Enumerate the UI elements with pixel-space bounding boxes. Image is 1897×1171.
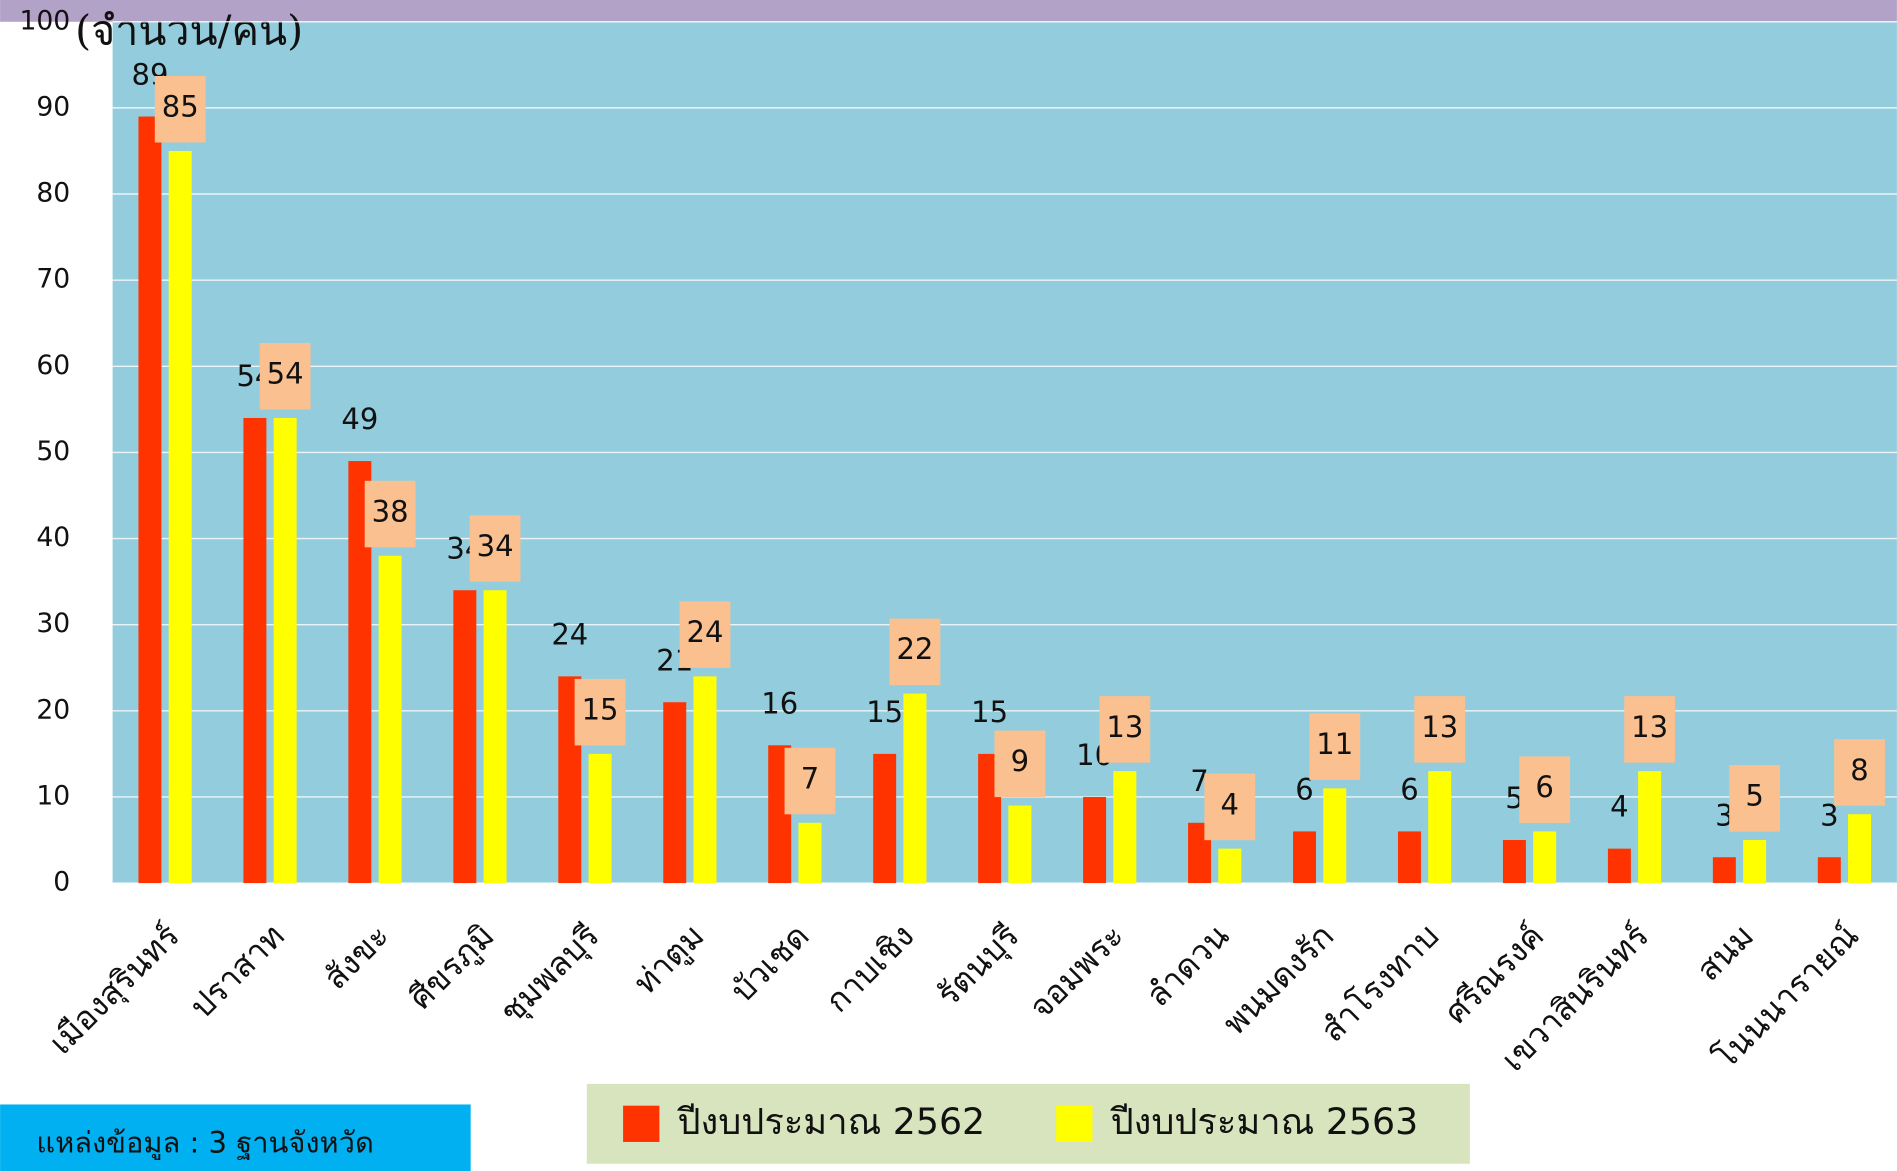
value-label: 5 [1505, 781, 1523, 815]
y-tick-label: 70 [36, 264, 70, 295]
value-label: 3 [1715, 798, 1733, 832]
bar [873, 753, 897, 884]
bar [1533, 831, 1557, 884]
bar [1817, 857, 1841, 884]
bar [1008, 805, 1032, 884]
value-label-box [1099, 696, 1151, 763]
value-label-box [679, 601, 731, 668]
value-label-box [784, 747, 836, 815]
value-label: 15 [971, 695, 1008, 729]
bar [1848, 814, 1872, 884]
value-label: 54 [267, 357, 304, 391]
bar [1502, 840, 1526, 884]
bar [1083, 796, 1107, 884]
value-label-box [889, 618, 941, 686]
y-axis-label: (จำนวน/คน) [75, 6, 303, 54]
value-label: 5 [1745, 779, 1763, 813]
value-label: 4 [1610, 790, 1628, 824]
value-label: 13 [1421, 710, 1458, 744]
value-label-box [1624, 696, 1676, 763]
y-tick-label: 80 [36, 178, 70, 209]
bar [903, 693, 927, 884]
legend-swatch [623, 1105, 660, 1142]
value-label: 85 [162, 90, 199, 124]
y-tick-label: 10 [36, 780, 70, 811]
value-label-box [1834, 739, 1885, 806]
bar [243, 417, 267, 884]
value-label-box [994, 730, 1046, 798]
value-label: 7 [1190, 764, 1208, 798]
y-tick-label: 0 [53, 867, 70, 898]
y-tick-label: 90 [36, 91, 70, 122]
value-label-box [1204, 773, 1256, 841]
bar [378, 555, 402, 884]
bar [1712, 857, 1736, 884]
bar [1638, 771, 1662, 884]
value-label: 6 [1295, 772, 1313, 806]
value-label-box [469, 515, 521, 582]
bar [1218, 848, 1242, 884]
legend-swatch [1056, 1105, 1093, 1142]
value-label: 6 [1400, 772, 1418, 806]
bar [1428, 771, 1452, 884]
legend-label: ปีงบประมาณ 2563 [1110, 1100, 1418, 1143]
value-label: 8 [1850, 753, 1868, 787]
y-tick-label: 30 [36, 608, 70, 639]
value-label-box [259, 342, 311, 410]
value-label: 3 [1820, 798, 1838, 832]
bar [1743, 840, 1767, 884]
y-tick-label: 100 [19, 5, 70, 36]
legend-label: ปีงบประมาณ 2562 [677, 1100, 985, 1143]
value-label: 7 [801, 761, 819, 795]
value-label: 13 [1631, 710, 1668, 744]
source-box [0, 1104, 471, 1171]
value-label: 24 [687, 615, 724, 649]
bar [798, 822, 822, 884]
value-label-box [364, 480, 416, 548]
value-label: 34 [477, 529, 514, 563]
y-tick-label: 20 [36, 694, 70, 725]
bar [1113, 771, 1137, 884]
top-band [0, 0, 1897, 22]
bar [588, 753, 612, 884]
value-label-box [1729, 765, 1780, 832]
bar [348, 461, 372, 884]
value-label: 6 [1535, 770, 1553, 804]
value-label: 11 [1316, 727, 1353, 761]
value-label: 9 [1011, 744, 1029, 778]
value-label: 4 [1221, 787, 1239, 821]
bar [453, 590, 477, 884]
value-label: 13 [1106, 710, 1143, 744]
value-label: 22 [896, 632, 933, 666]
bar [1397, 831, 1421, 884]
bar [483, 590, 507, 884]
value-label: 15 [582, 693, 619, 727]
value-label: 38 [372, 494, 409, 528]
source-text: แหล่งข้อมูล : 3 ฐานจังหวัด [36, 1125, 373, 1160]
value-label: 15 [866, 695, 903, 729]
y-tick-label: 50 [36, 436, 70, 467]
bar [168, 150, 192, 884]
legend-box [586, 1083, 1470, 1164]
value-label-box [1309, 713, 1361, 780]
bar [273, 417, 297, 884]
value-label: 16 [761, 686, 798, 720]
value-label: 49 [341, 402, 378, 436]
bar [1607, 848, 1631, 884]
bar [1323, 788, 1347, 884]
value-label-box [154, 75, 206, 143]
value-label-box [1519, 756, 1571, 823]
bar [663, 702, 687, 884]
y-tick-label: 60 [36, 350, 70, 381]
bar [1293, 831, 1317, 884]
value-label-box [574, 678, 626, 746]
value-label: 24 [551, 617, 588, 651]
bar [693, 676, 717, 884]
y-tick-label: 40 [36, 522, 70, 553]
value-label-box [1414, 696, 1466, 763]
bar [138, 116, 162, 884]
